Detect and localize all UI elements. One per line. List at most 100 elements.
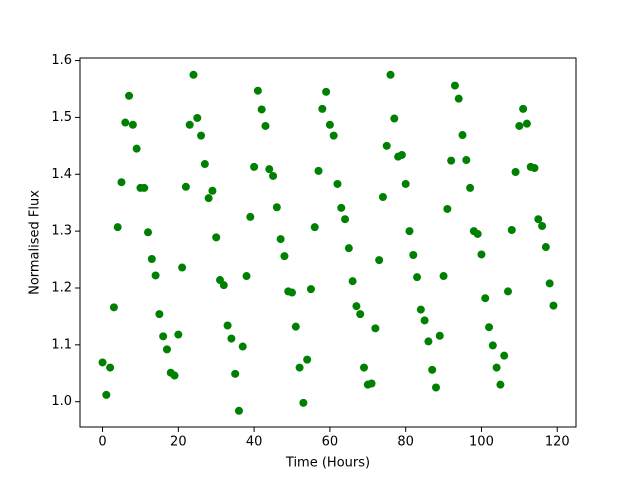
x-tick-label: 0 (98, 435, 106, 450)
point (500, 351, 509, 360)
point (348, 277, 357, 286)
point (485, 323, 494, 332)
plot-frame (79, 57, 577, 428)
point (178, 263, 187, 272)
x-tick-label: 120 (545, 435, 570, 450)
point (409, 251, 418, 260)
point (170, 371, 179, 380)
point (401, 179, 410, 188)
point (462, 156, 471, 165)
point (367, 379, 376, 388)
point (443, 204, 452, 213)
point (261, 121, 270, 130)
point (496, 380, 505, 389)
point (231, 369, 240, 378)
point (318, 104, 327, 113)
point (227, 334, 236, 343)
point (113, 223, 122, 232)
point (117, 178, 126, 187)
point (488, 341, 497, 350)
point (420, 316, 429, 325)
point (193, 113, 202, 122)
point (238, 342, 247, 351)
point (155, 310, 164, 319)
x-tick-label: 100 (469, 435, 494, 450)
point (359, 363, 368, 372)
point (280, 252, 289, 261)
point (144, 228, 153, 237)
point (503, 287, 512, 296)
point (253, 86, 262, 95)
point (257, 105, 266, 114)
point (219, 281, 228, 290)
point (102, 390, 111, 399)
point (481, 294, 490, 303)
point (333, 179, 342, 188)
point (147, 254, 156, 263)
point (295, 363, 304, 372)
point (265, 165, 274, 174)
point (159, 332, 168, 341)
point (250, 162, 259, 171)
point (447, 156, 456, 165)
point (140, 183, 149, 192)
point (291, 322, 300, 331)
x-tick-label: 80 (397, 435, 414, 450)
point (545, 279, 554, 288)
point (450, 81, 459, 90)
point (341, 215, 350, 224)
point (223, 321, 232, 330)
point (386, 70, 395, 79)
point (511, 167, 520, 176)
point (352, 302, 361, 311)
point (344, 244, 353, 253)
point (337, 203, 346, 212)
point (435, 331, 444, 340)
point (424, 337, 433, 346)
point (541, 243, 550, 252)
point (519, 104, 528, 113)
point (492, 363, 501, 372)
x-tick-label: 20 (170, 435, 187, 450)
y-tick-label: 1.1 (51, 337, 72, 352)
point (371, 324, 380, 333)
x-tick-label: 60 (322, 435, 339, 450)
point (458, 131, 467, 140)
point (382, 141, 391, 150)
point (125, 91, 134, 100)
point (549, 301, 558, 310)
point (303, 355, 312, 364)
point (416, 305, 425, 314)
point (106, 363, 115, 372)
y-axis-label: Normalised Flux (28, 190, 43, 295)
point (431, 383, 440, 392)
point (200, 160, 209, 169)
point (390, 114, 399, 123)
point (466, 183, 475, 192)
point (109, 303, 118, 312)
point (246, 212, 255, 221)
point (534, 215, 543, 224)
point (212, 233, 221, 242)
point (306, 285, 315, 294)
point (375, 256, 384, 265)
y-tick-label: 1.0 (51, 394, 72, 409)
point (310, 223, 319, 232)
point (473, 229, 482, 238)
y-tick-label: 1.6 (51, 53, 72, 68)
point (98, 358, 107, 367)
point (325, 120, 334, 129)
point (174, 330, 183, 339)
point (428, 365, 437, 374)
point (204, 194, 213, 203)
y-tick-label: 1.3 (51, 224, 72, 239)
point (507, 225, 516, 234)
point (413, 273, 422, 282)
point (242, 272, 251, 281)
x-tick-label: 40 (246, 435, 263, 450)
point (272, 203, 281, 212)
point (378, 193, 387, 202)
point (162, 345, 171, 354)
